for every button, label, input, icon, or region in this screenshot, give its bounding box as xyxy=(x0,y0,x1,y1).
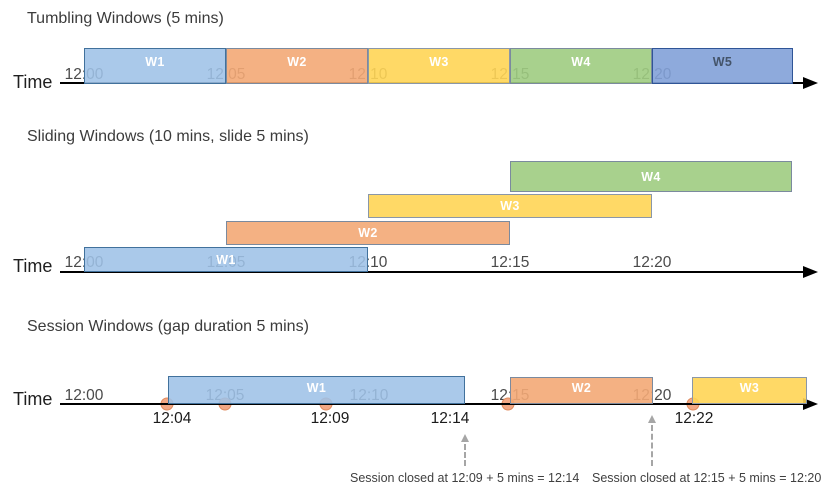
sliding-axis-arrow-icon xyxy=(803,266,818,278)
tumbling-window-w2: W2 xyxy=(226,48,368,84)
sliding-window-w1: W1 xyxy=(84,247,368,272)
window-label: W1 xyxy=(145,54,165,69)
sliding-tick-1220: 12:20 xyxy=(632,254,672,271)
window-label: W5 xyxy=(712,54,733,69)
callout-arrow-up-icon xyxy=(461,434,469,442)
event-label-1204: 12:04 xyxy=(152,410,192,427)
tumbling-window-w1: W1 xyxy=(84,48,226,84)
session-time-axis xyxy=(60,403,806,405)
window-label: W3 xyxy=(500,199,520,213)
event-label-1209: 12:09 xyxy=(310,410,350,427)
callout-arrow-line xyxy=(651,425,653,466)
sliding-section-title: Sliding Windows (10 mins, slide 5 mins) xyxy=(27,128,309,145)
window-label: W2 xyxy=(287,54,307,69)
window-label: W2 xyxy=(358,226,378,240)
window-label: W2 xyxy=(571,381,592,395)
sliding-tick-1215: 12:15 xyxy=(490,254,530,271)
sliding-time-axis-label: Time xyxy=(13,256,53,276)
tumbling-window-w5: W5 xyxy=(652,48,793,84)
session-section-title: Session Windows (gap duration 5 mins) xyxy=(27,318,309,335)
callout-arrow-up-icon xyxy=(648,415,656,423)
event-label-1222: 12:22 xyxy=(674,410,714,427)
event-label-1214: 12:14 xyxy=(430,410,470,427)
session-window-w2: W2 xyxy=(510,377,653,404)
tumbling-section-title: Tumbling Windows (5 mins) xyxy=(27,10,224,27)
session-close-annotation-2: Session closed at 12:15 + 5 mins = 12:20 xyxy=(592,471,822,485)
sliding-window-w3: W3 xyxy=(368,194,652,218)
tumbling-window-w4: W4 xyxy=(510,48,652,84)
sliding-time-axis xyxy=(60,271,806,273)
window-label: W4 xyxy=(641,169,661,184)
window-label: W1 xyxy=(216,252,236,267)
window-label: W3 xyxy=(739,381,760,395)
sliding-window-w2: W2 xyxy=(226,221,510,245)
session-window-w1: W1 xyxy=(168,376,465,404)
session-window-w3: W3 xyxy=(692,377,807,404)
window-label: W4 xyxy=(571,54,591,69)
session-close-annotation-1: Session closed at 12:09 + 5 mins = 12:14 xyxy=(350,471,580,485)
window-label: W3 xyxy=(429,54,449,69)
session-tick-1200: 12:00 xyxy=(64,387,104,404)
tumbling-axis-arrow-icon xyxy=(803,77,818,89)
tumbling-time-axis-label: Time xyxy=(13,72,53,92)
session-time-axis-label: Time xyxy=(13,389,53,409)
callout-arrow-line xyxy=(464,444,466,466)
sliding-window-w4: W4 xyxy=(510,161,792,192)
window-label: W1 xyxy=(306,380,327,395)
tumbling-window-w3: W3 xyxy=(368,48,510,84)
